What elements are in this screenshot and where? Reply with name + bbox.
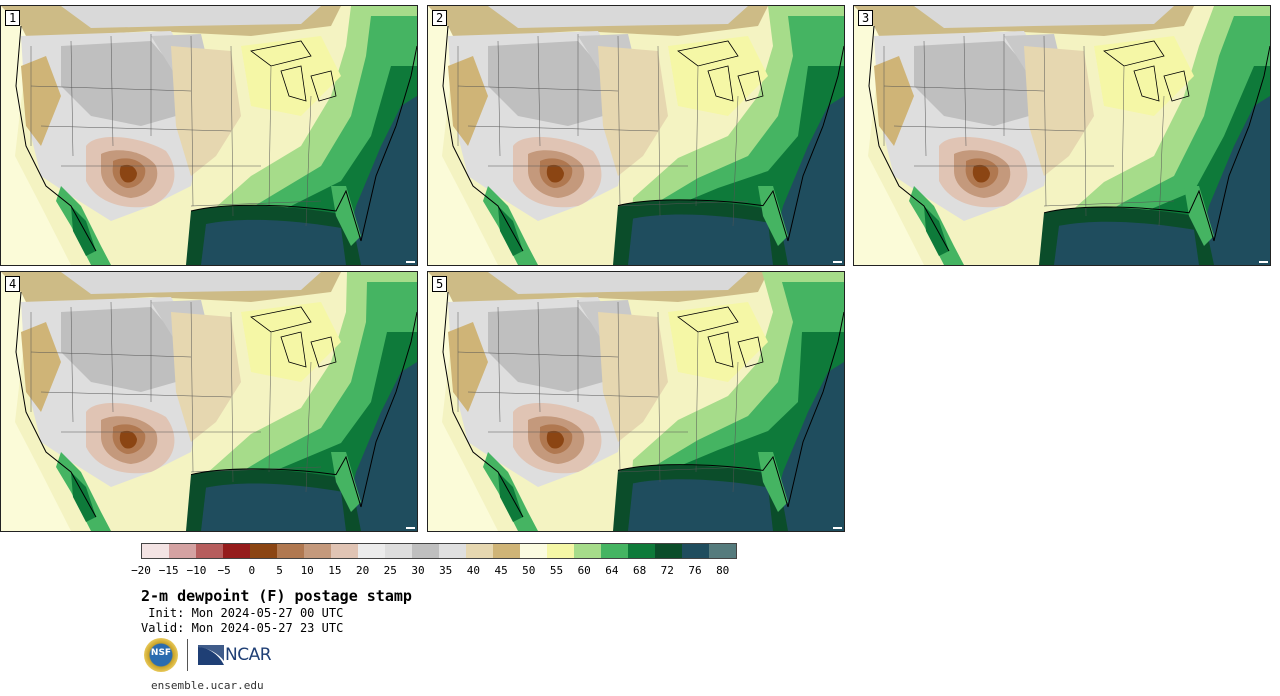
colorbar-box	[520, 544, 547, 558]
colorbar-tick-label: −10	[186, 564, 207, 577]
dewpoint-map-5	[428, 272, 844, 531]
colorbar-tick-label: 40	[466, 564, 481, 577]
colorbar-tick-label: 20	[355, 564, 370, 577]
member-label-1: 1	[5, 10, 21, 26]
colorbar-box	[466, 544, 493, 558]
logo-divider	[187, 639, 188, 671]
colorbar-tick-label: 0	[248, 564, 256, 577]
colorbar-box	[142, 544, 169, 558]
colorbar-box	[331, 544, 358, 558]
colorbar-tick-label: 55	[549, 564, 564, 577]
valid-time: Valid: Mon 2024-05-27 23 UTC	[141, 621, 344, 635]
member-label-4: 4	[5, 276, 21, 292]
colorbar-box	[223, 544, 250, 558]
colorbar-box	[493, 544, 520, 558]
member-panel-2: 2	[427, 5, 845, 266]
nsf-logo-icon: NSF	[144, 638, 178, 672]
dewpoint-map-1	[1, 6, 417, 265]
colorbar-box	[709, 544, 736, 558]
colorbar-tick-label: 80	[716, 564, 730, 577]
colorbar	[141, 543, 737, 559]
colorbar-box	[385, 544, 412, 558]
colorbar-tick-label: 45	[494, 564, 508, 577]
colorbar-box	[250, 544, 277, 558]
plot-title: 2-m dewpoint (F) postage stamp	[141, 587, 412, 605]
colorbar-box	[655, 544, 682, 558]
member-label-2: 2	[432, 10, 448, 26]
colorbar-box	[304, 544, 331, 558]
colorbar-tick-label: 72	[660, 564, 674, 577]
colorbar-tick-label: 15	[328, 564, 342, 577]
colorbar-tick-label: 5	[276, 564, 283, 577]
colorbar-box	[574, 544, 601, 558]
member-label-3: 3	[858, 10, 874, 26]
init-time: Init: Mon 2024-05-27 00 UTC	[141, 606, 344, 620]
colorbar-tick-label: −5	[217, 564, 231, 577]
colorbar-tick-label: 25	[383, 564, 397, 577]
colorbar-box	[277, 544, 304, 558]
colorbar-tick-label: 10	[300, 564, 314, 577]
colorbar-tick-label: 64	[605, 564, 619, 577]
colorbar-tick-label: −20	[131, 564, 151, 577]
nsf-logo-text: NSF	[150, 648, 172, 658]
colorbar-box	[196, 544, 223, 558]
colorbar-box	[682, 544, 709, 558]
logos: NSF NCAR	[144, 638, 272, 672]
member-panel-4: 4	[0, 271, 418, 532]
colorbar-tick-label: 68	[632, 564, 647, 577]
colorbar-box	[169, 544, 196, 558]
colorbar-box	[439, 544, 466, 558]
colorbar-ticks: −20 −15 −10 −5 0 5 10 15 20 25 30 35 40 45 50 55 60 64 68 7…	[120, 564, 800, 578]
colorbar-box	[412, 544, 439, 558]
colorbar-tick-label: 76	[688, 564, 702, 577]
colorbar-box	[547, 544, 574, 558]
colorbar-box	[358, 544, 385, 558]
dewpoint-map-3	[854, 6, 1270, 265]
dewpoint-map-4	[1, 272, 417, 531]
member-label-5: 5	[432, 276, 448, 292]
dewpoint-map-2	[428, 6, 844, 265]
colorbar-tick-label: 50	[522, 564, 536, 577]
member-panel-3: 3	[853, 5, 1271, 266]
member-panel-5: 5	[427, 271, 845, 532]
colorbar-tick-label: 30	[411, 564, 425, 577]
colorbar-box	[628, 544, 655, 558]
colorbar-tick-label: 35	[439, 564, 453, 577]
colorbar-tick-label: 60	[577, 564, 591, 577]
website-url: ensemble.ucar.edu	[151, 679, 264, 692]
ncar-mark-icon	[198, 645, 224, 665]
colorbar-box	[601, 544, 628, 558]
member-panel-1: 1	[0, 5, 418, 266]
ncar-logo: NCAR	[198, 645, 272, 665]
ncar-logo-text: NCAR	[225, 645, 272, 665]
colorbar-tick-label: −15	[158, 564, 179, 577]
title-block: 2-m dewpoint (F) postage stamp Init: Mon…	[141, 586, 412, 636]
